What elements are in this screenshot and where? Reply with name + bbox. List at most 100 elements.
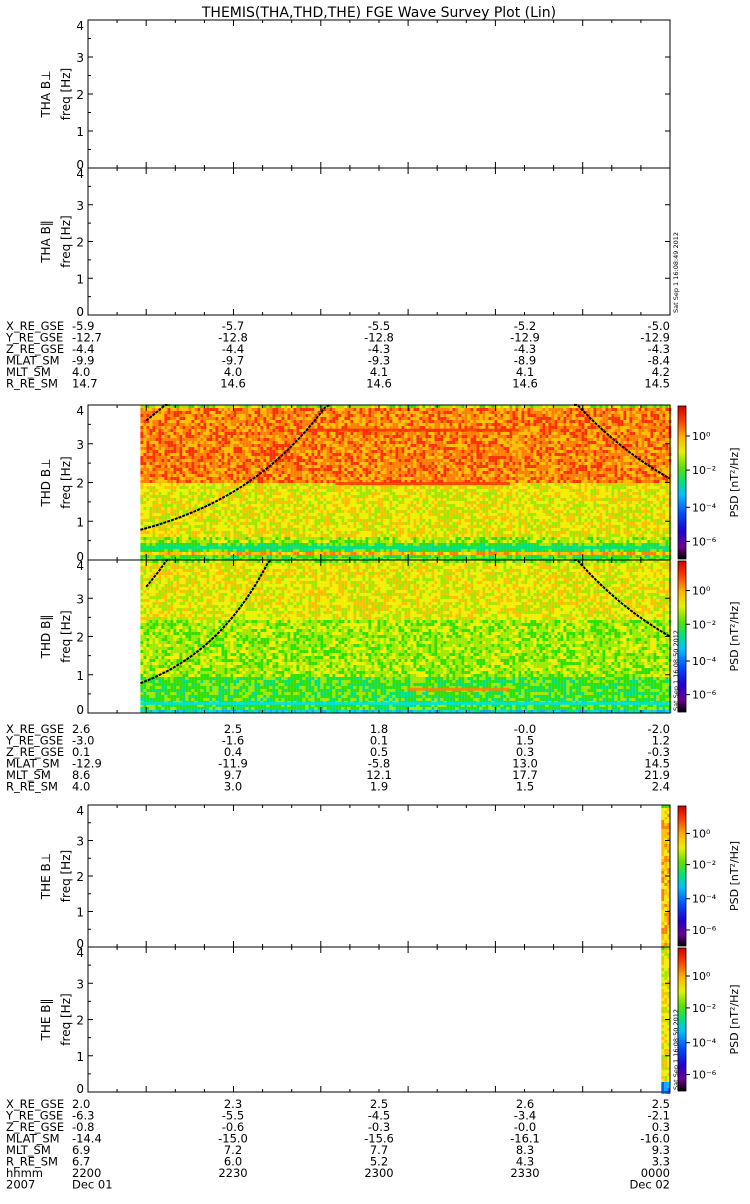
spectrogram-cell (323, 492, 326, 495)
spectrogram-cell (302, 540, 305, 543)
spectrogram-cell (197, 489, 200, 492)
y-tick-label: 2 (76, 236, 84, 250)
spectrogram-cell (305, 528, 308, 531)
spectrogram-cell (233, 543, 236, 546)
spectrogram-cell (299, 492, 302, 495)
spectrogram-cell (140, 420, 143, 423)
spectrogram-cell (392, 447, 395, 450)
spectrogram-cell (152, 480, 155, 483)
spectrogram-cell (248, 450, 251, 453)
spectrogram-cell (401, 540, 404, 543)
spectrogram-cell (353, 426, 356, 429)
spectrogram-cell (200, 474, 203, 477)
spectrogram-cell (305, 411, 308, 414)
spectrogram-cell (344, 417, 347, 420)
spectrogram-cell (212, 534, 215, 537)
spectrogram-cell (170, 552, 173, 555)
spectrogram-cell (191, 441, 194, 444)
spectrogram-cell (233, 414, 236, 417)
y-tick-label: 1 (76, 272, 84, 286)
spectrogram-cell (173, 528, 176, 531)
spectrogram-cell (305, 468, 308, 471)
spectrogram-cell (260, 486, 263, 489)
spectrogram-cell (389, 537, 392, 540)
spectrogram-cell (368, 555, 371, 558)
spectrogram-cell (206, 549, 209, 552)
spectrogram-cell (284, 504, 287, 507)
spectrogram-cell (224, 408, 227, 411)
spectrogram-cell (359, 468, 362, 471)
spectrogram-cell (188, 459, 191, 462)
spectrogram-cell (317, 516, 320, 519)
spectrogram-cell (143, 426, 146, 429)
spectrogram-cell (302, 471, 305, 474)
spectrogram-cell (182, 519, 185, 522)
spectrogram-cell (236, 435, 239, 438)
spectrogram-cell (314, 453, 317, 456)
spectrogram-cell (356, 432, 359, 435)
spectrogram-cell (389, 525, 392, 528)
spectrogram-cell (368, 495, 371, 498)
spectrogram-cell (239, 531, 242, 534)
spectrogram-cell (338, 459, 341, 462)
spectrogram-cell (224, 519, 227, 522)
spectrogram-cell (155, 510, 158, 513)
spectrogram-cell (305, 513, 308, 516)
spectrogram-cell (323, 504, 326, 507)
spectrogram-cell (416, 549, 419, 552)
spectrogram-cell (182, 525, 185, 528)
spectrogram-cell (404, 492, 407, 495)
spectrogram-cell (206, 468, 209, 471)
spectrogram-cell (263, 525, 266, 528)
spectrogram-cell (191, 447, 194, 450)
spectrogram-cell (335, 504, 338, 507)
spectrogram-cell (410, 504, 413, 507)
spectrogram-cell (140, 408, 143, 411)
spectrogram-cell (416, 408, 419, 411)
spectrogram-cell (401, 495, 404, 498)
spectrogram-cell (359, 477, 362, 480)
spectrogram-cell (419, 477, 422, 480)
spectrogram-cell (239, 474, 242, 477)
spectrogram-cell (203, 552, 206, 555)
spectrogram-cell (347, 513, 350, 516)
spectrogram-cell (293, 462, 296, 465)
spectrogram-cell (206, 492, 209, 495)
spectrogram-cell (275, 453, 278, 456)
spectrogram-cell (347, 492, 350, 495)
spectrogram-cell (356, 414, 359, 417)
spectrogram-cell (287, 540, 290, 543)
spectrogram-cell (212, 414, 215, 417)
spectrogram-cell (269, 513, 272, 516)
spectrogram-cell (407, 498, 410, 501)
spectrogram-cell (155, 420, 158, 423)
spectrogram-cell (398, 522, 401, 525)
spectrogram-cell (287, 468, 290, 471)
spectrogram-cell (311, 528, 314, 531)
spectrogram-cell (275, 549, 278, 552)
spectrogram-cell (386, 531, 389, 534)
spectrogram-cell (188, 423, 191, 426)
spectrogram-cell (302, 444, 305, 447)
spectrogram-cell (380, 507, 383, 510)
spectrogram-cell (260, 435, 263, 438)
spectrogram-cell (185, 414, 188, 417)
spectrogram-cell (284, 438, 287, 441)
spectrogram-cell (146, 462, 149, 465)
spectrogram-cell (200, 411, 203, 414)
spectrogram-cell (197, 471, 200, 474)
spectrogram-cell (179, 525, 182, 528)
spectrogram-cell (317, 489, 320, 492)
spectrogram-cell (356, 462, 359, 465)
spectrogram-cell (401, 432, 404, 435)
spectrogram-cell (296, 414, 299, 417)
spectrogram-cell (419, 462, 422, 465)
spectrogram-cell (365, 420, 368, 423)
spectrogram-cell (185, 477, 188, 480)
spectrogram-cell (389, 552, 392, 555)
spectrogram-cell (155, 459, 158, 462)
spectrogram-cell (227, 456, 230, 459)
spectrogram-cell (374, 411, 377, 414)
spectrogram-cell (161, 489, 164, 492)
spectrogram-cell (167, 420, 170, 423)
